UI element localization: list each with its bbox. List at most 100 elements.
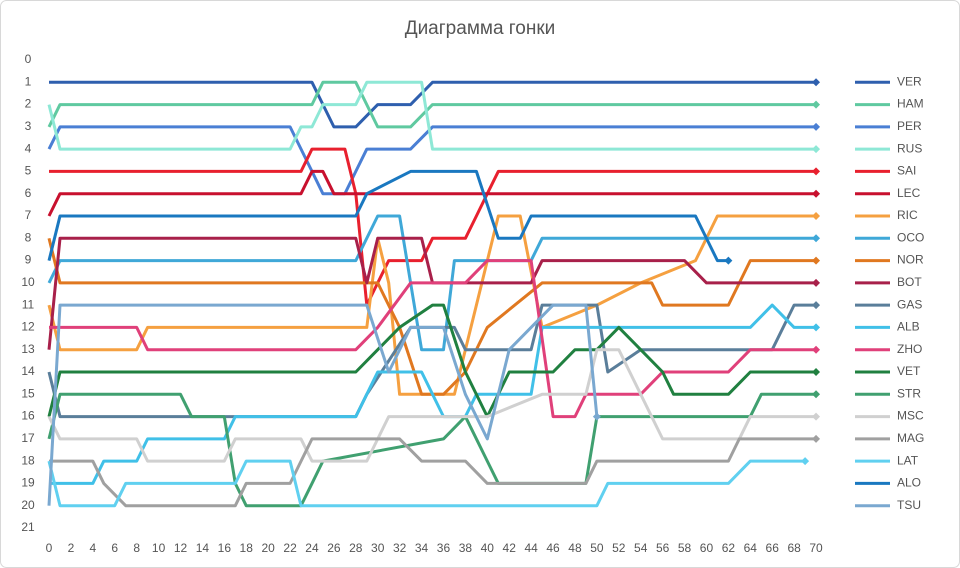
x-tick-label: 16 <box>218 541 232 555</box>
x-tick-label: 56 <box>656 541 670 555</box>
end-marker <box>812 434 821 443</box>
legend-label: RUS <box>897 141 922 155</box>
y-tick-label: 3 <box>25 119 32 133</box>
legend-label: MSC <box>897 409 924 423</box>
x-tick-label: 36 <box>437 541 451 555</box>
x-tick-label: 38 <box>459 541 473 555</box>
legend-label: ZHO <box>897 342 922 356</box>
y-tick-label: 0 <box>25 52 32 66</box>
chart-title: Диаграмма гонки <box>405 18 556 39</box>
x-tick-label: 48 <box>568 541 582 555</box>
legend-label: VER <box>897 74 922 88</box>
x-tick-label: 46 <box>546 541 560 555</box>
end-marker <box>812 345 821 354</box>
end-marker <box>812 256 821 265</box>
x-tick-label: 54 <box>634 541 648 555</box>
y-tick-label: 12 <box>21 320 35 334</box>
end-marker <box>812 145 821 154</box>
legend-label: ALO <box>897 476 921 490</box>
y-tick-label: 2 <box>25 97 32 111</box>
end-marker <box>812 368 821 376</box>
legend-label: VET <box>897 364 921 378</box>
x-tick-label: 12 <box>174 541 188 555</box>
x-tick-label: 42 <box>503 541 517 555</box>
end-marker <box>812 323 821 332</box>
x-tick-label: 50 <box>590 541 604 555</box>
x-tick-label: 68 <box>787 541 801 555</box>
legend-label: SAI <box>897 164 916 178</box>
end-marker <box>812 212 821 220</box>
x-tick-label: 28 <box>349 541 363 555</box>
legend-label: BOT <box>897 275 922 289</box>
legend-label: PER <box>897 119 922 133</box>
legend-label: NOR <box>897 253 924 267</box>
x-tick-label: 6 <box>111 541 118 555</box>
x-tick-label: 58 <box>678 541 692 555</box>
x-tick-label: 2 <box>68 541 75 555</box>
x-tick-label: 0 <box>46 541 53 555</box>
legend-label: STR <box>897 386 921 400</box>
end-marker <box>592 412 601 421</box>
x-tick-label: 60 <box>700 541 714 555</box>
y-tick-label: 9 <box>25 253 32 267</box>
series-line <box>47 214 816 352</box>
series-line <box>49 259 816 419</box>
y-tick-label: 13 <box>21 342 35 356</box>
x-tick-label: 30 <box>371 541 385 555</box>
x-tick-label: 18 <box>240 541 254 555</box>
legend-label: RIC <box>897 208 918 222</box>
end-marker <box>801 457 810 466</box>
end-marker <box>812 167 821 176</box>
series-line <box>47 348 816 463</box>
y-tick-label: 8 <box>25 230 32 244</box>
y-tick-label: 4 <box>25 141 32 155</box>
y-tick-label: 17 <box>21 431 35 445</box>
series-line <box>49 80 816 129</box>
end-marker <box>812 100 821 109</box>
legend-label: MAG <box>897 431 924 445</box>
end-marker <box>812 234 821 243</box>
end-marker <box>812 412 821 421</box>
series-line <box>49 147 816 307</box>
series-line <box>47 169 729 263</box>
end-marker <box>812 122 821 131</box>
end-marker <box>812 390 821 399</box>
end-marker <box>812 189 821 198</box>
x-tick-label: 4 <box>89 541 96 555</box>
x-tick-label: 32 <box>393 541 407 555</box>
y-tick-label: 10 <box>21 275 35 289</box>
series-line <box>47 459 806 508</box>
series-line <box>47 80 816 151</box>
y-tick-label: 6 <box>25 186 32 200</box>
end-marker <box>812 278 821 287</box>
x-tick-label: 70 <box>809 541 823 555</box>
y-tick-label: 19 <box>21 476 35 490</box>
series-line <box>47 169 816 217</box>
x-tick-label: 20 <box>261 541 275 555</box>
y-tick-label: 7 <box>25 208 32 222</box>
x-tick-label: 26 <box>327 541 341 555</box>
y-tick-label: 5 <box>25 164 32 178</box>
x-tick-label: 64 <box>744 541 758 555</box>
y-tick-label: 18 <box>21 453 35 467</box>
x-tick-label: 34 <box>415 541 429 555</box>
x-tick-label: 66 <box>766 541 780 555</box>
x-tick-label: 24 <box>305 541 319 555</box>
series-line <box>49 303 816 485</box>
x-tick-label: 44 <box>524 541 538 555</box>
legend-label: ALB <box>897 320 920 334</box>
y-tick-label: 1 <box>25 74 32 88</box>
y-tick-label: 11 <box>22 297 35 311</box>
end-marker <box>812 78 821 87</box>
y-tick-label: 20 <box>21 498 35 512</box>
legend-label: HAM <box>897 97 924 111</box>
x-tick-label: 10 <box>152 541 166 555</box>
legend-label: TSU <box>897 498 921 512</box>
x-tick-label: 40 <box>481 541 495 555</box>
x-tick-label: 52 <box>612 541 626 555</box>
y-tick-label: 21 <box>21 520 35 534</box>
y-tick-label: 14 <box>21 364 35 378</box>
legend-label: LAT <box>897 453 919 467</box>
x-tick-label: 14 <box>196 541 210 555</box>
end-marker <box>812 301 821 310</box>
